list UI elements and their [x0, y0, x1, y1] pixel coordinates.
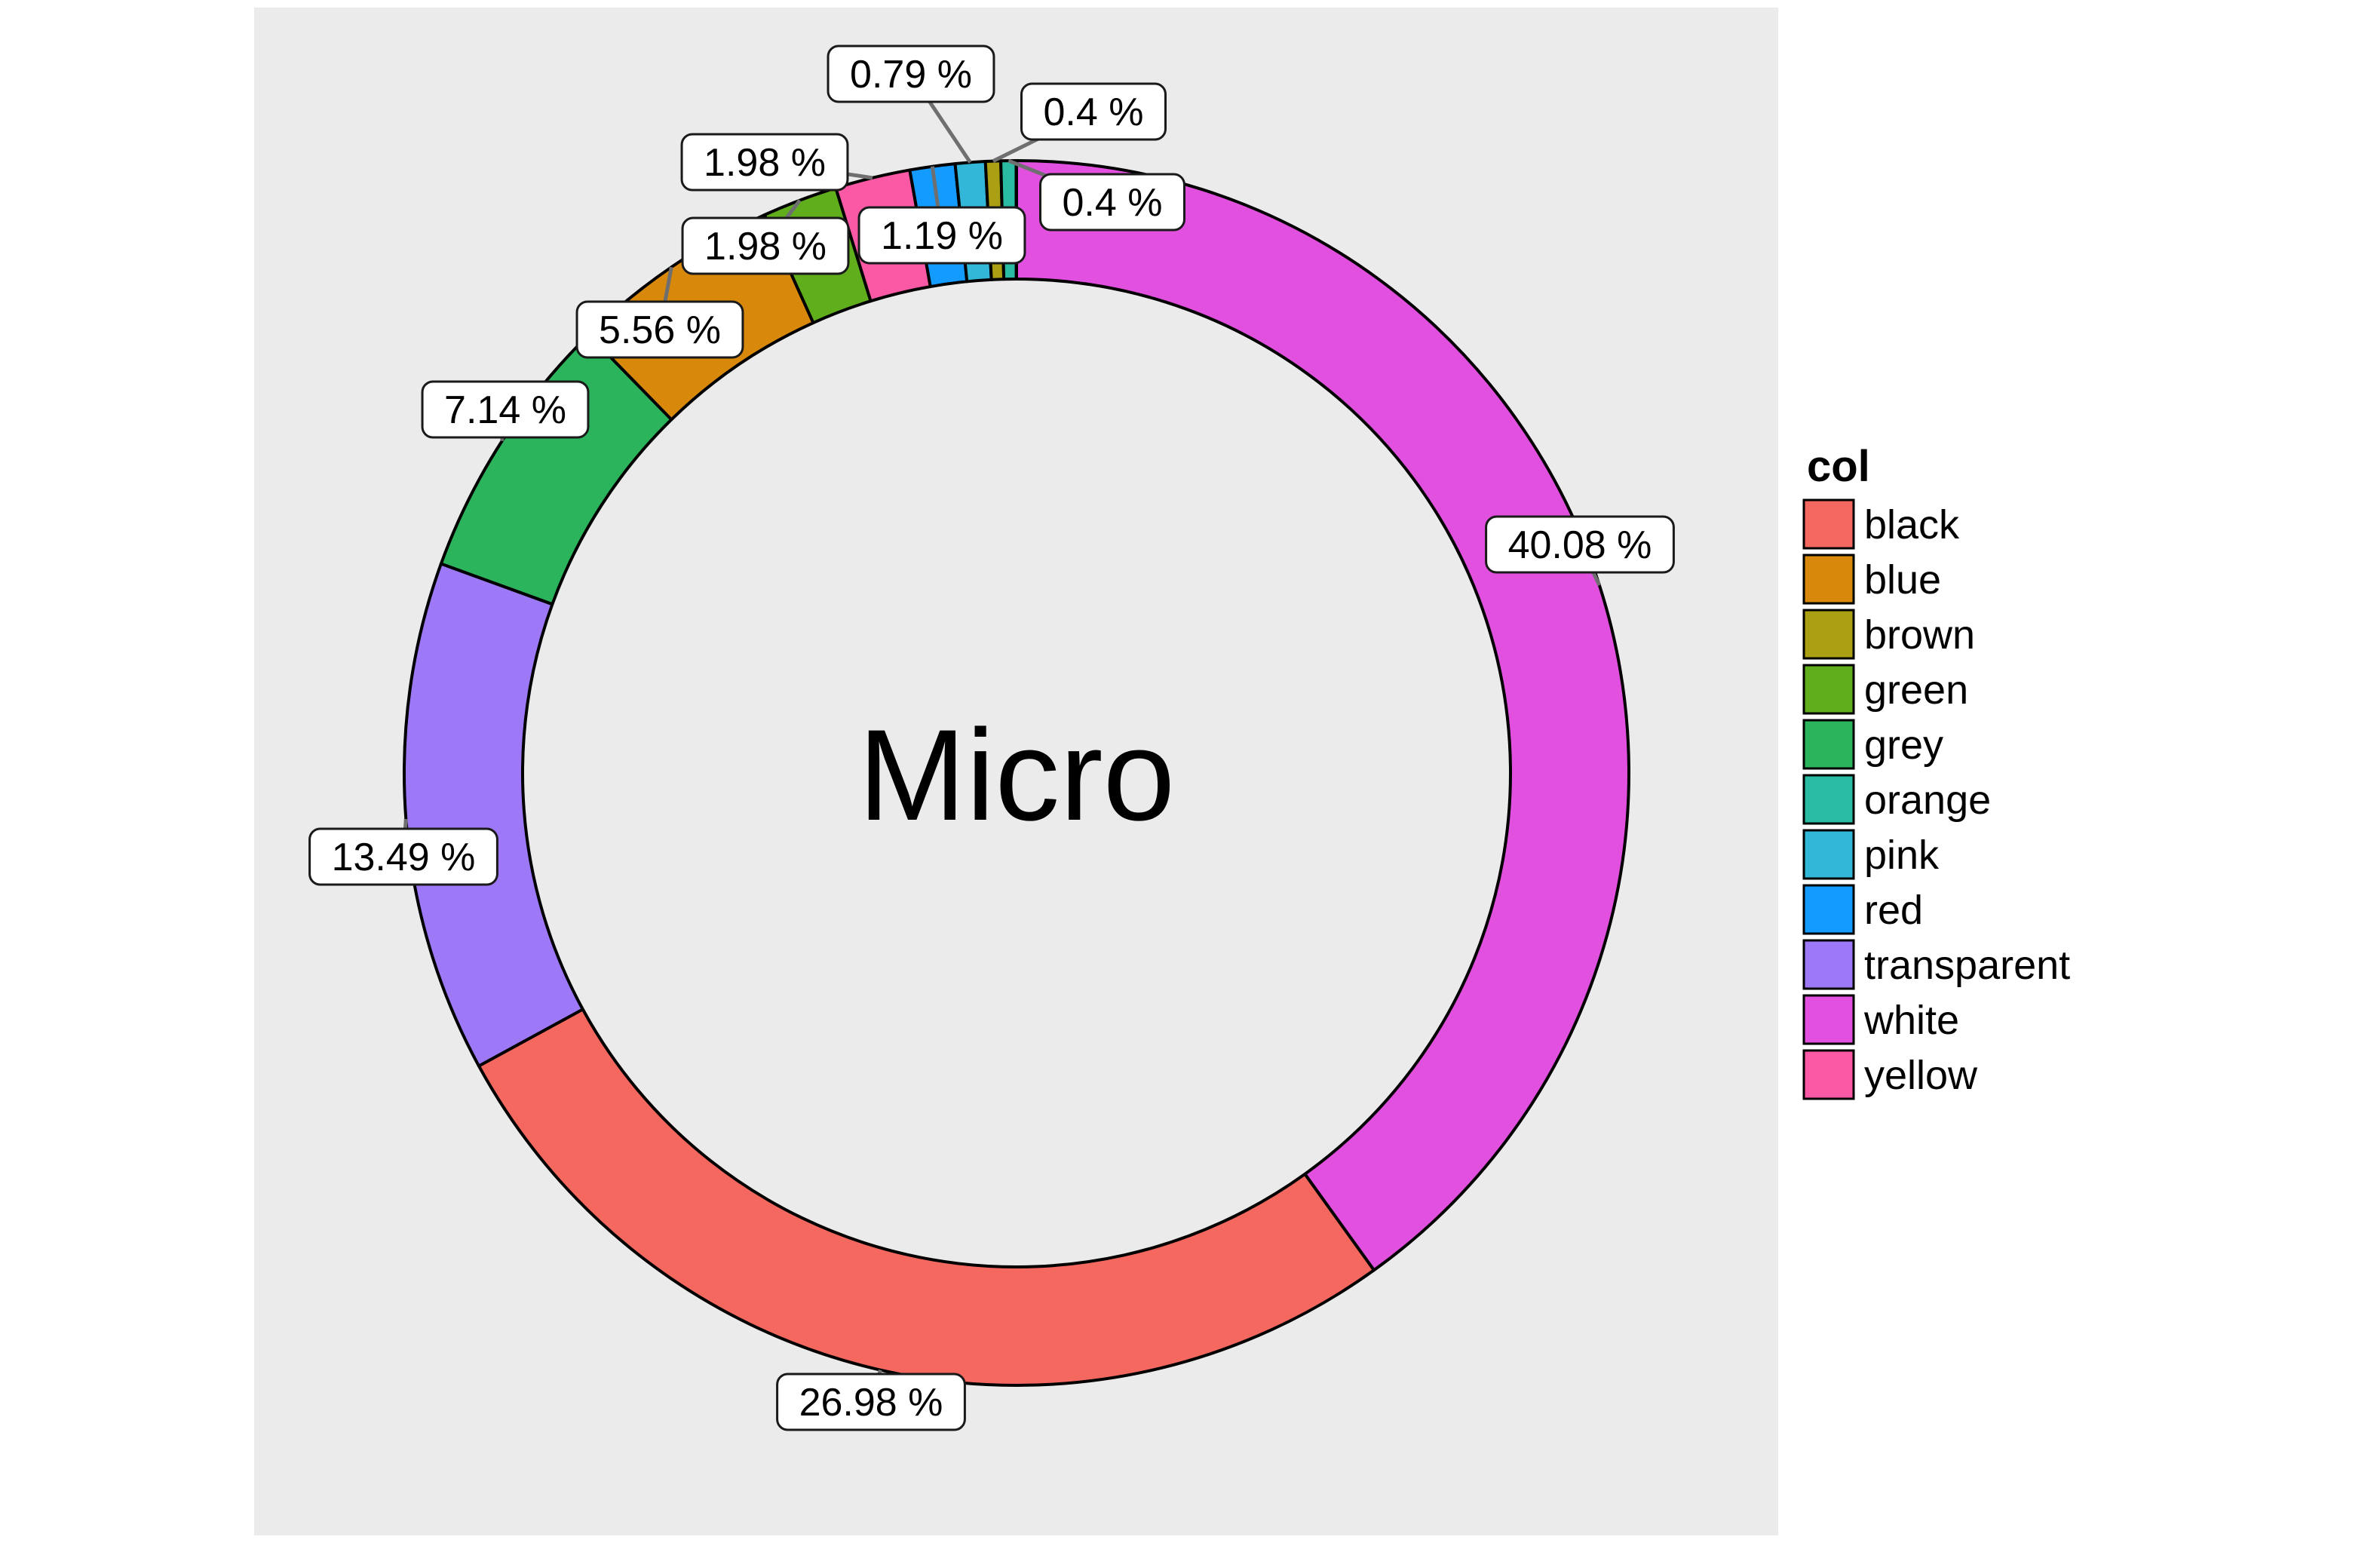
legend-label-brown: brown: [1864, 612, 1975, 658]
percent-label-yellow: 1.98 %: [680, 133, 849, 192]
percent-label-text-transparent: 13.49 %: [332, 836, 476, 879]
percent-label-blue: 5.56 %: [575, 300, 744, 359]
legend-title: col: [1807, 442, 1870, 491]
legend-item-blue: blue: [1802, 554, 1941, 605]
percent-label-box-black: [776, 1373, 966, 1431]
percent-label-box-pink: [827, 44, 995, 103]
percent-labels: 40.08 % 26.98 % 13.49 % 7.14 % 5.56 % 1.98 % 1…: [308, 44, 1675, 1431]
percent-label-box-orange: [1039, 173, 1185, 232]
legend-swatch-white: [1802, 994, 1855, 1045]
percent-label-pink: 0.79 %: [827, 44, 995, 103]
percent-label-text-pink: 0.79 %: [850, 53, 972, 97]
percent-label-white: 40.08 %: [1485, 515, 1675, 574]
percent-label-black: 26.98 %: [776, 1373, 966, 1431]
legend-item-orange: orange: [1802, 774, 1991, 825]
percent-label-text-green: 1.98 %: [704, 225, 827, 268]
percent-label-transparent: 13.49 %: [308, 827, 498, 886]
donut-segment-white: [1015, 159, 1630, 1272]
legend-swatch-blue: [1802, 554, 1855, 605]
legend-item-brown: brown: [1802, 609, 1975, 660]
legend-item-black: black: [1802, 498, 1960, 550]
legend-item-red: red: [1802, 884, 1923, 935]
legend-label-green: green: [1864, 667, 1968, 713]
legend-item-green: green: [1802, 664, 1968, 715]
percent-label-box-brown: [1020, 82, 1167, 141]
percent-label-grey: 7.14 %: [421, 380, 590, 439]
percent-label-red: 1.19 %: [857, 206, 1026, 265]
percent-label-box-yellow: [680, 133, 849, 192]
percent-label-box-blue: [575, 300, 744, 359]
legend-label-red: red: [1864, 888, 1923, 933]
percent-label-text-black: 26.98 %: [799, 1381, 943, 1425]
percent-label-text-red: 1.19 %: [881, 214, 1003, 258]
legend-swatch-yellow: [1802, 1049, 1855, 1100]
percent-label-text-white: 40.08 %: [1508, 523, 1652, 567]
percent-label-brown: 0.4 %: [1020, 82, 1167, 141]
legend-label-orange: orange: [1864, 778, 1991, 823]
legend-label-grey: grey: [1864, 722, 1943, 768]
percent-label-text-grey: 7.14 %: [444, 388, 566, 432]
percent-label-text-blue: 5.56 %: [599, 308, 721, 352]
legend-swatch-transparent: [1802, 939, 1855, 990]
legend-swatch-brown: [1802, 609, 1855, 660]
legend-item-transparent: transparent: [1802, 939, 2070, 990]
percent-label-orange: 0.4 %: [1039, 173, 1185, 232]
percent-label-text-brown: 0.4 %: [1044, 90, 1144, 134]
percent-label-box-transparent: [308, 827, 498, 886]
legend-label-pink: pink: [1864, 833, 1940, 878]
legend-label-white: white: [1863, 998, 1959, 1043]
legend-swatch-red: [1802, 884, 1855, 935]
legend-swatch-black: [1802, 498, 1855, 550]
percent-label-box-green: [681, 216, 850, 275]
legend-label-yellow: yellow: [1864, 1053, 1978, 1098]
legend-label-transparent: transparent: [1864, 943, 2070, 988]
legend-item-pink: pink: [1802, 829, 1940, 880]
percent-label-box-grey: [421, 380, 590, 439]
percent-label-box-white: [1485, 515, 1675, 574]
legend-label-blue: blue: [1864, 557, 1941, 603]
percent-label-box-red: [857, 206, 1026, 265]
legend-item-white: white: [1802, 994, 1959, 1045]
donut-segment-black: [477, 1008, 1376, 1387]
percent-label-green: 1.98 %: [681, 216, 850, 275]
legend-swatch-grey: [1802, 719, 1855, 770]
center-label: Micro: [858, 703, 1175, 848]
legend-item-yellow: yellow: [1802, 1049, 1978, 1100]
legend-item-grey: grey: [1802, 719, 1943, 770]
legend-swatch-green: [1802, 664, 1855, 715]
legend-label-black: black: [1864, 502, 1960, 547]
legend-swatch-pink: [1802, 829, 1855, 880]
legend-swatch-orange: [1802, 774, 1855, 825]
percent-label-text-yellow: 1.98 %: [704, 141, 826, 185]
legend: col black blue brown green grey orange pink red t…: [1802, 442, 2070, 1100]
percent-label-text-orange: 0.4 %: [1063, 181, 1163, 225]
